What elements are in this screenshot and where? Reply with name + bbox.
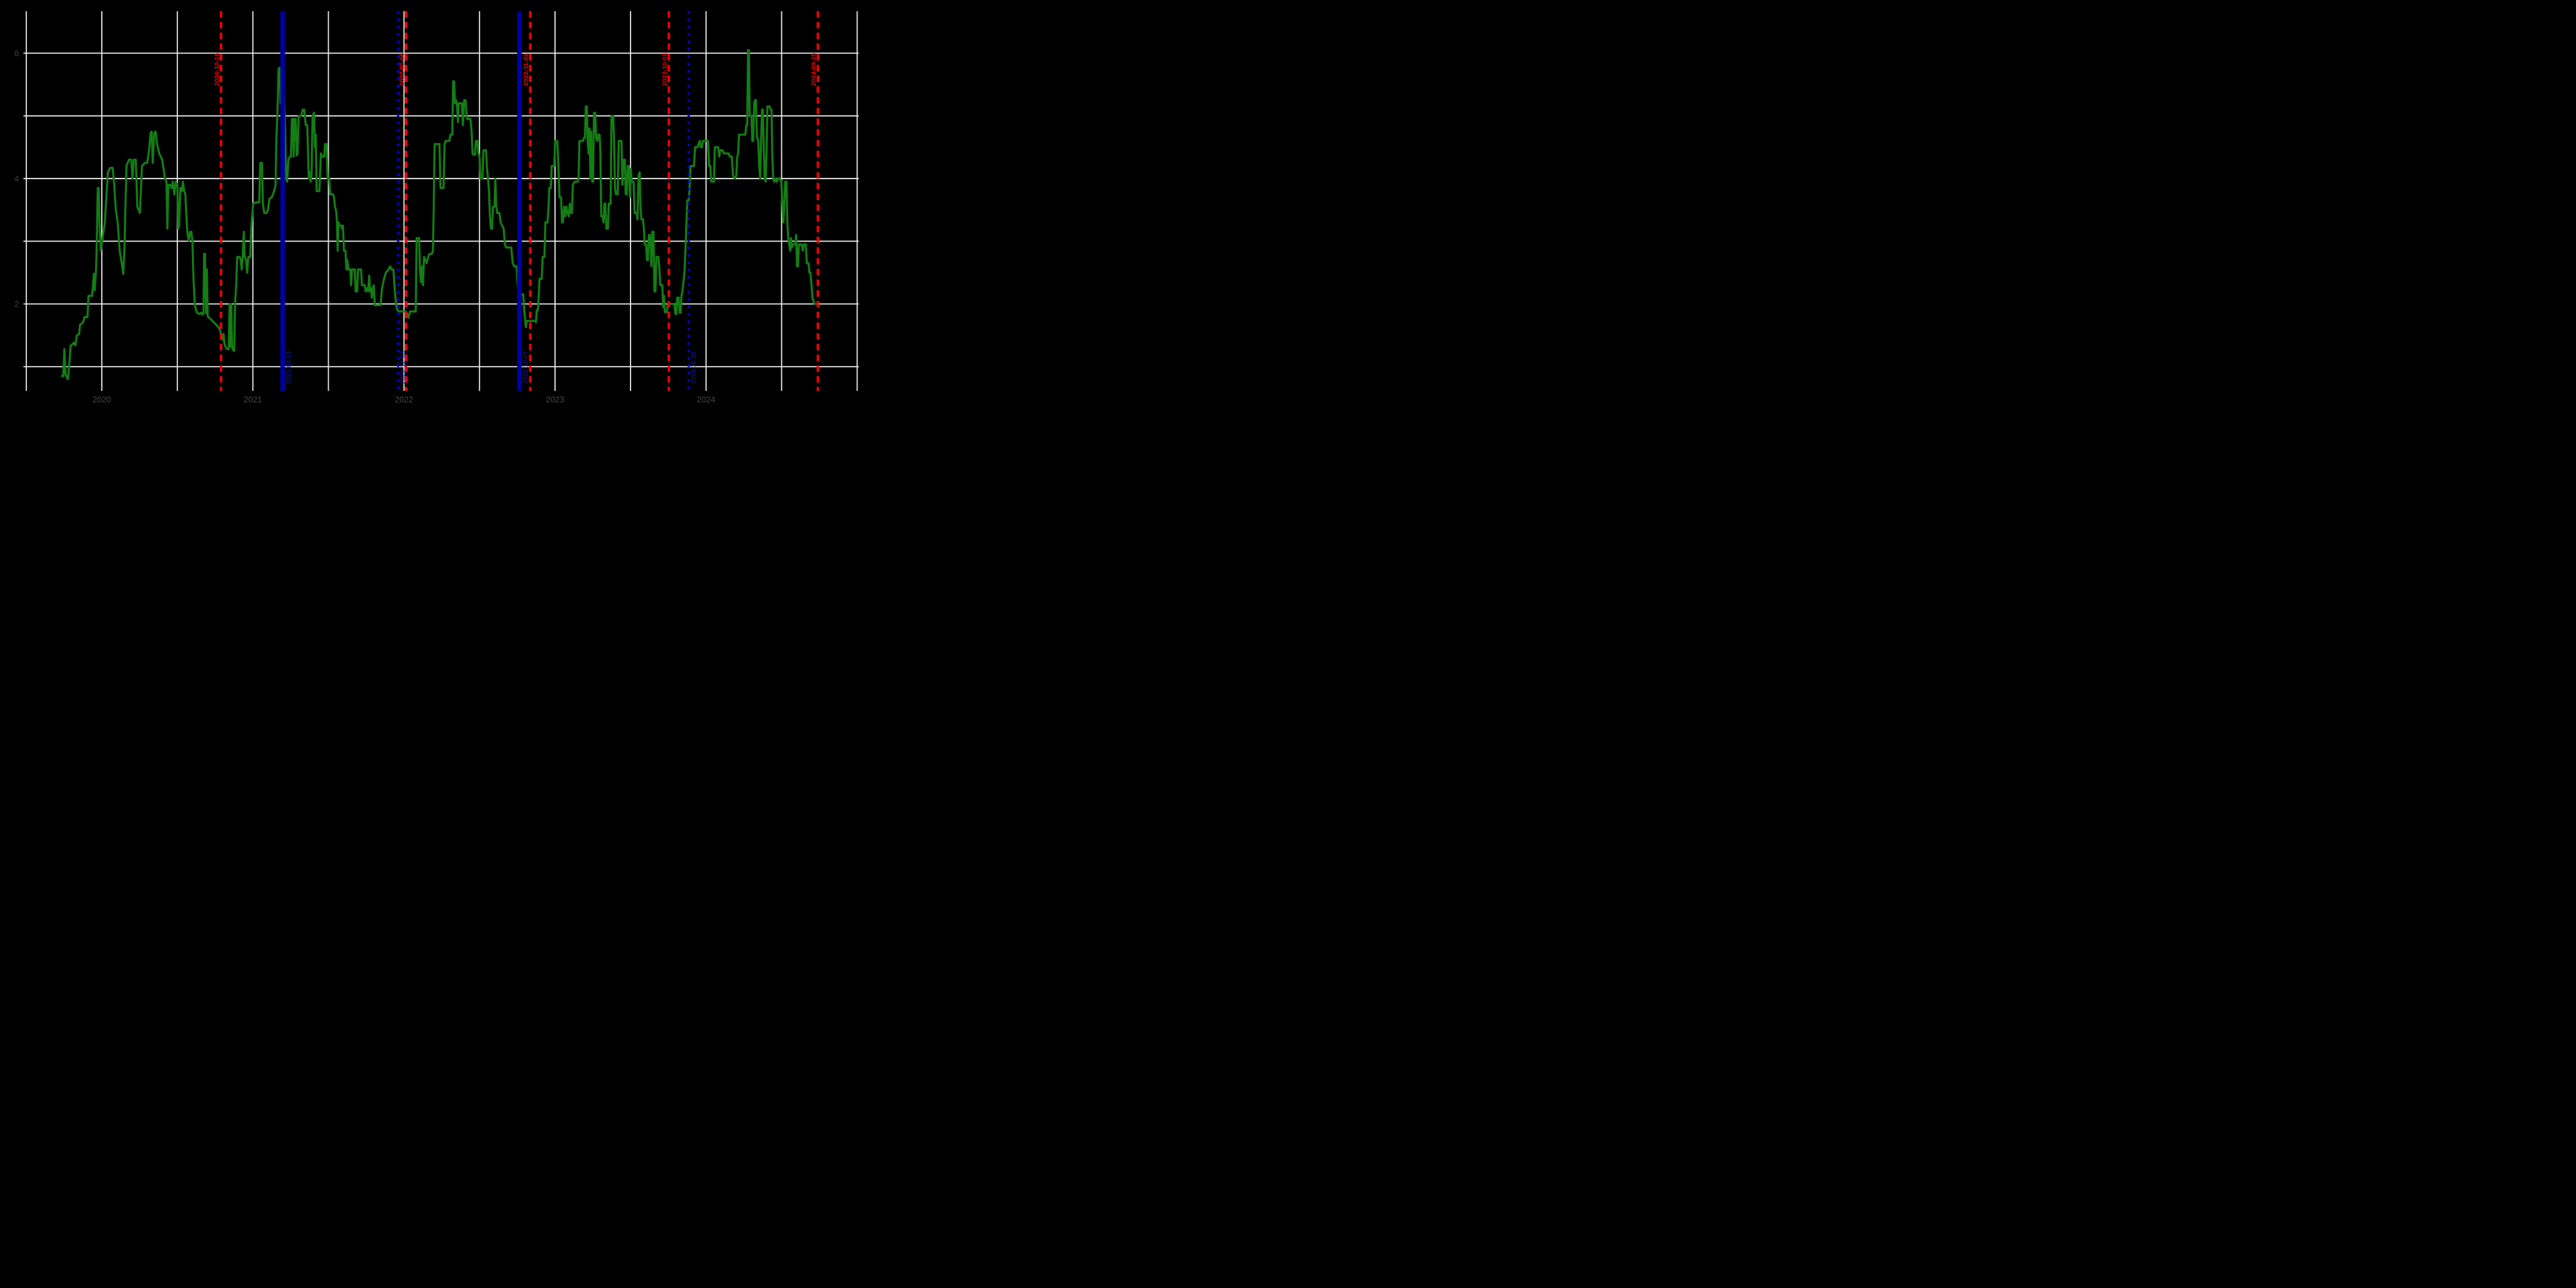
event-label-2020-10-16: 2020-10-16 (213, 53, 221, 86)
x-tick-label-2023: 2023 (546, 395, 564, 404)
series-line-weekly-value (61, 48, 818, 380)
event-label-2023-10-03: 2023-10-03 (661, 53, 669, 86)
y-tick-label-6: 6 (14, 48, 19, 58)
event-label-2022-10-07: 2022-10-07 (522, 351, 529, 384)
x-tick-label-2021: 2021 (243, 395, 262, 404)
y-tick-label-4: 4 (14, 174, 19, 183)
event-label-2022-01-06: 2022-01-06 (398, 53, 405, 86)
event-label-2023-11-20: 2023-11-20 (690, 351, 697, 384)
x-tick-label-2020: 2020 (93, 395, 111, 404)
x-gridlines (25, 11, 858, 391)
x-tick-label-2024: 2024 (697, 395, 716, 404)
event-label-2021-03-14: 2021-03-14 (285, 351, 293, 384)
event-label-2024-09-28: 2024-09-28 (810, 53, 818, 86)
chart-figure: 2020-10-16 2021-03-14 2021-12-18 2022-01-06… (0, 0, 859, 429)
y-tick-label-2: 2 (14, 299, 19, 309)
x-tick-label-2022: 2022 (395, 395, 413, 404)
y-gridlines (23, 52, 859, 367)
event-label-2022-11-02: 2022-11-02 (523, 53, 530, 86)
